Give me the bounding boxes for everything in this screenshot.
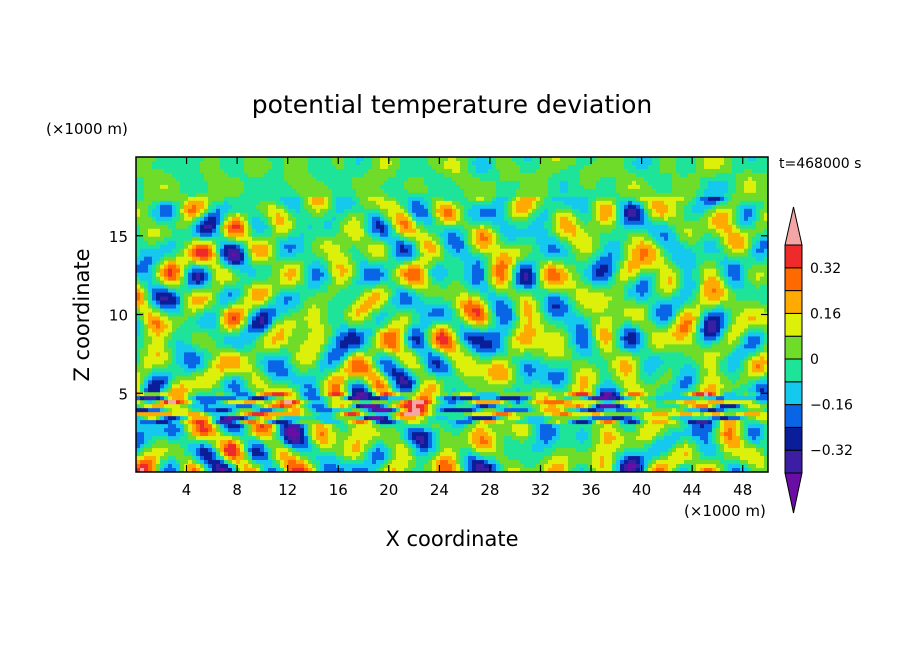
x-axis-title: X coordinate <box>385 527 518 551</box>
x-tick-label: 12 <box>278 481 297 499</box>
colorbar-box <box>784 244 803 269</box>
colorbar-bottom-arrow <box>784 472 803 514</box>
y-axis: 5 10 15 <box>109 228 768 403</box>
colorbar-box <box>784 381 803 406</box>
x-tick-label: 48 <box>733 481 752 499</box>
x-tick-label: 16 <box>329 481 348 499</box>
colorbar-label: −0.16 <box>810 398 853 414</box>
colorbar-box <box>784 312 803 337</box>
x-tick-label: 40 <box>632 481 651 499</box>
x-tick-label: 24 <box>430 481 449 499</box>
chart-title: potential temperature deviation <box>252 90 652 119</box>
colorbar-box <box>784 426 803 451</box>
colorbar-label: 0.16 <box>810 306 841 322</box>
colorbar: 0.32 0.16 0 −0.16 −0.32 <box>784 206 853 514</box>
colorbar-label: 0 <box>810 352 819 368</box>
x-tick-label: 8 <box>232 481 242 499</box>
y-tick-label: 10 <box>109 307 128 325</box>
x-tick-label: 4 <box>182 481 192 499</box>
y-tick-label: 5 <box>118 385 128 403</box>
colorbar-top-arrow <box>784 206 803 246</box>
x-unit-label: (×1000 m) <box>684 502 766 520</box>
time-label: t=468000 s <box>779 156 861 172</box>
colorbar-box <box>784 267 803 292</box>
x-tick-label: 32 <box>531 481 550 499</box>
x-tick-label: 20 <box>379 481 398 499</box>
x-tick-label: 28 <box>480 481 499 499</box>
colorbar-box <box>784 335 803 360</box>
x-tick-label: 36 <box>581 481 600 499</box>
colorbar-box <box>784 290 803 314</box>
x-axis: 4 8 12 16 20 24 28 32 36 40 44 48 <box>182 157 752 499</box>
y-unit-label: (×1000 m) <box>46 120 128 138</box>
x-tick-label: 44 <box>683 481 702 499</box>
colorbar-box <box>784 358 803 383</box>
colorbar-box <box>784 449 803 474</box>
colorbar-box <box>784 404 803 428</box>
y-axis-title: Z coordinate <box>70 248 94 381</box>
colorbar-label: −0.32 <box>810 443 853 459</box>
colorbar-label: 0.32 <box>810 261 841 277</box>
plot-area <box>135 156 769 473</box>
y-tick-label: 15 <box>109 228 128 246</box>
contour-field <box>136 157 768 472</box>
